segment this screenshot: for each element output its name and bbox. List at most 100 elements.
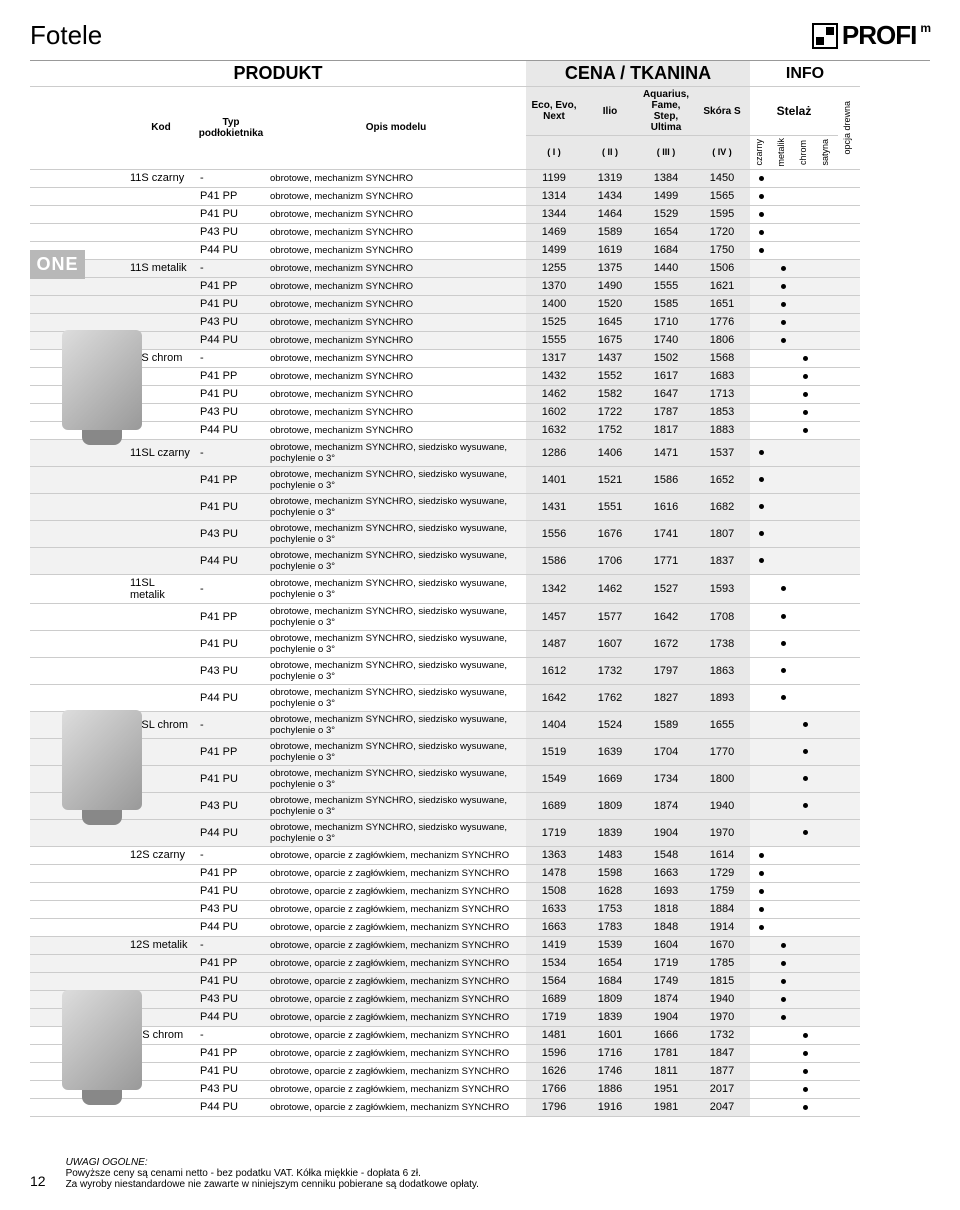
cell-price: 1255: [526, 260, 582, 278]
cell-dot: [794, 658, 816, 685]
cell-dot: [816, 1027, 838, 1045]
cell-price: 1375: [582, 260, 638, 278]
col-i3: chrom: [794, 136, 816, 170]
cell-dot: [794, 631, 816, 658]
cell-typ: P44 PU: [196, 685, 266, 712]
cell-price: 1951: [638, 1081, 694, 1099]
cell-typ: P44 PU: [196, 1009, 266, 1027]
cell-price: 1722: [582, 404, 638, 422]
cell-price: 1771: [638, 548, 694, 575]
col-i1: czarny: [750, 136, 772, 170]
cell-typ: P41 PP: [196, 604, 266, 631]
cell-img: [30, 278, 126, 296]
cell-price: 1565: [694, 188, 750, 206]
cell-price: 1684: [638, 242, 694, 260]
cell-dot: [838, 658, 860, 685]
cell-price: 1651: [694, 296, 750, 314]
cell-dot: [794, 1099, 816, 1117]
cell-dot: [794, 955, 816, 973]
cell-price: 1669: [582, 766, 638, 793]
cell-dot: [838, 739, 860, 766]
cell-desc: obrotowe, mechanizm SYNCHRO, siedzisko w…: [266, 766, 526, 793]
cell-dot: [838, 604, 860, 631]
cell-price: 1809: [582, 991, 638, 1009]
cell-dot: [816, 955, 838, 973]
cell-dot: [816, 991, 838, 1009]
cell-price: 1719: [638, 955, 694, 973]
cell-typ: -: [196, 350, 266, 368]
col-c3: ( III ): [638, 136, 694, 170]
cell-dot: [838, 955, 860, 973]
cell-dot: [794, 314, 816, 332]
cell-dot: [794, 494, 816, 521]
cell-price: 1689: [526, 793, 582, 820]
cell-typ: P44 PU: [196, 548, 266, 575]
cell-price: 1490: [582, 278, 638, 296]
cell-dot: [794, 278, 816, 296]
cell-dot: [838, 820, 860, 847]
cell-price: 1537: [694, 440, 750, 467]
cell-dot: [750, 296, 772, 314]
cell-dot: [816, 1009, 838, 1027]
cell-dot: [772, 314, 794, 332]
cell-price: 1904: [638, 820, 694, 847]
cell-desc: obrotowe, mechanizm SYNCHRO, siedzisko w…: [266, 712, 526, 739]
cell-dot: [816, 793, 838, 820]
cell-price: 1617: [638, 368, 694, 386]
cell-dot: [750, 919, 772, 937]
cell-desc: obrotowe, mechanizm SYNCHRO: [266, 242, 526, 260]
cell-price: 1471: [638, 440, 694, 467]
cell-dot: [838, 422, 860, 440]
cell-price: 1406: [582, 440, 638, 467]
cell-price: 1710: [638, 314, 694, 332]
cell-typ: P43 PU: [196, 224, 266, 242]
product-image-2: [62, 710, 142, 810]
cell-dot: [838, 937, 860, 955]
cell-price: 1654: [638, 224, 694, 242]
cell-typ: P43 PU: [196, 521, 266, 548]
cell-desc: obrotowe, mechanizm SYNCHRO, siedzisko w…: [266, 793, 526, 820]
cell-desc: obrotowe, oparcie z zagłówkiem, mechaniz…: [266, 1063, 526, 1081]
cell-typ: P44 PU: [196, 332, 266, 350]
cell-dot: [772, 494, 794, 521]
cell-price: 1534: [526, 955, 582, 973]
cell-price: 1419: [526, 937, 582, 955]
cell-kod: [126, 242, 196, 260]
col-i5: opcja drewna: [838, 87, 860, 170]
cell-price: 1586: [526, 548, 582, 575]
col-stelaz: Stelaż: [750, 87, 838, 136]
cell-dot: [816, 604, 838, 631]
cell-dot: [816, 548, 838, 575]
cell-dot: [838, 1027, 860, 1045]
cell-dot: [750, 865, 772, 883]
cell-price: 1604: [638, 937, 694, 955]
cell-dot: [750, 386, 772, 404]
cell-dot: [838, 901, 860, 919]
cell-dot: [838, 386, 860, 404]
cell-dot: [772, 467, 794, 494]
cell-desc: obrotowe, mechanizm SYNCHRO: [266, 188, 526, 206]
cell-dot: [816, 883, 838, 901]
cell-price: 1450: [694, 170, 750, 188]
cell-dot: [772, 604, 794, 631]
cell-dot: [816, 1081, 838, 1099]
cell-dot: [750, 937, 772, 955]
cell-price: 1770: [694, 739, 750, 766]
cell-price: 1785: [694, 955, 750, 973]
cell-dot: [794, 521, 816, 548]
cell-dot: [838, 260, 860, 278]
cell-kod: [126, 224, 196, 242]
cell-dot: [772, 793, 794, 820]
cell-dot: [750, 883, 772, 901]
cell-typ: P44 PU: [196, 242, 266, 260]
cell-price: 1670: [694, 937, 750, 955]
cell-dot: [750, 1081, 772, 1099]
col-info: INFO: [750, 61, 860, 87]
cell-desc: obrotowe, mechanizm SYNCHRO: [266, 206, 526, 224]
cell-dot: [794, 332, 816, 350]
cell-typ: -: [196, 170, 266, 188]
cell-dot: [750, 712, 772, 739]
cell-dot: [816, 350, 838, 368]
cell-dot: [794, 440, 816, 467]
cell-dot: [816, 575, 838, 604]
